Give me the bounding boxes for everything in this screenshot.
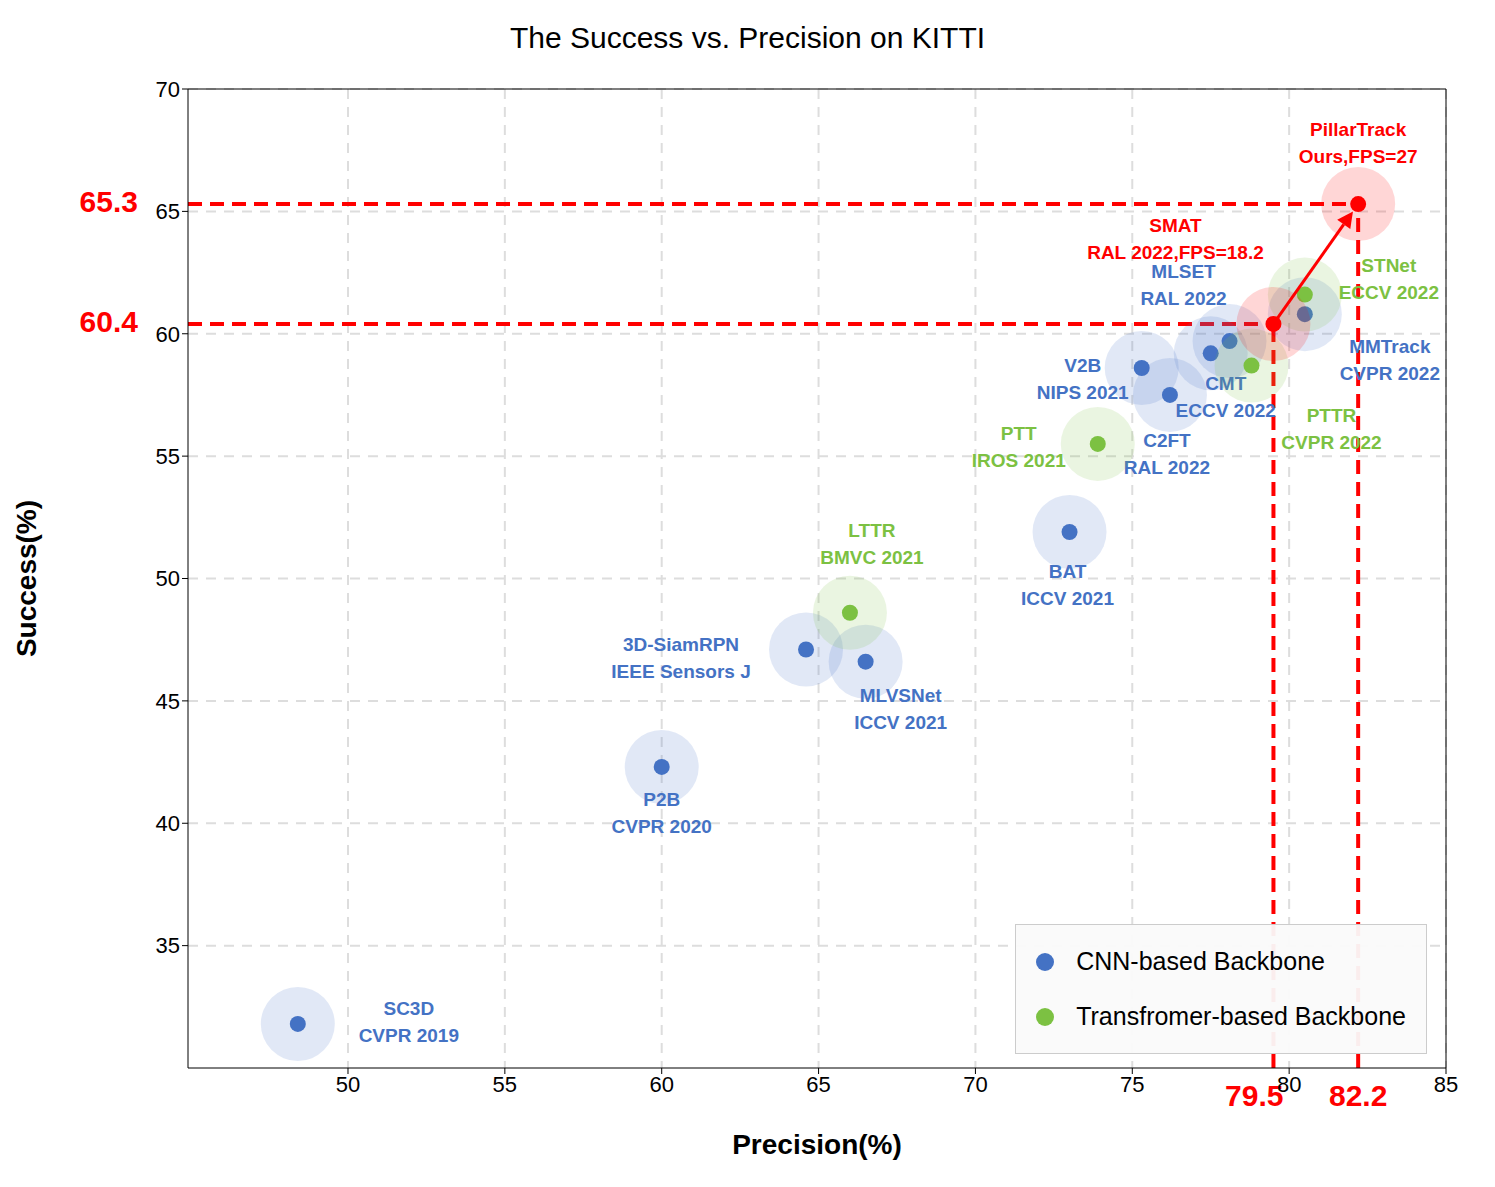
svg-text:40: 40 [156,811,180,836]
svg-text:Precision(%): Precision(%) [732,1129,902,1160]
svg-text:82.2: 82.2 [1329,1079,1387,1112]
svg-text:60: 60 [156,322,180,347]
svg-text:C2FT: C2FT [1143,430,1191,451]
svg-text:80: 80 [1277,1072,1301,1097]
svg-text:65.3: 65.3 [80,185,138,218]
svg-text:MLSET: MLSET [1151,261,1216,282]
svg-text:Ours,FPS=27: Ours,FPS=27 [1299,146,1418,167]
svg-text:50: 50 [156,566,180,591]
svg-text:IROS 2021: IROS 2021 [972,450,1066,471]
svg-text:35: 35 [156,933,180,958]
svg-text:PTT: PTT [1001,423,1037,444]
svg-text:55: 55 [493,1072,517,1097]
svg-text:75: 75 [1120,1072,1144,1097]
svg-text:RAL 2022,FPS=18.2: RAL 2022,FPS=18.2 [1087,242,1264,263]
svg-text:65: 65 [156,199,180,224]
svg-text:BMVC 2021: BMVC 2021 [820,547,924,568]
svg-text:Success(%): Success(%) [11,500,42,657]
svg-text:CVPR 2022: CVPR 2022 [1281,432,1381,453]
svg-text:RAL 2022: RAL 2022 [1124,457,1210,478]
svg-text:45: 45 [156,689,180,714]
svg-text:65: 65 [806,1072,830,1097]
svg-text:MLVSNet: MLVSNet [860,685,943,706]
svg-text:BAT: BAT [1049,561,1087,582]
svg-text:MMTrack: MMTrack [1349,336,1431,357]
svg-text:LTTR: LTTR [848,520,895,541]
svg-text:50: 50 [336,1072,360,1097]
svg-text:RAL 2022: RAL 2022 [1140,288,1226,309]
svg-text:70: 70 [963,1072,987,1097]
svg-text:79.5: 79.5 [1225,1079,1283,1112]
html-text:The Success vs. Precision on K: The Success vs. Precision on KITTI [509,21,986,54]
svg-text:ICCV 2021: ICCV 2021 [854,712,947,733]
svg-text:P2B: P2B [643,789,680,810]
svg-text:IEEE Sensors J: IEEE Sensors J [611,661,750,682]
svg-text:CVPR 2019: CVPR 2019 [359,1025,459,1046]
svg-text:ECCV 2022: ECCV 2022 [1176,400,1276,421]
svg-text:STNet: STNet [1361,255,1417,276]
svg-text:60: 60 [649,1072,673,1097]
svg-text:CVPR 2022: CVPR 2022 [1340,363,1440,384]
svg-text:3D-SiamRPN: 3D-SiamRPN [623,634,739,655]
svg-text:CVPR 2020: CVPR 2020 [612,816,712,837]
svg-text:70: 70 [156,77,180,102]
svg-text:60.4: 60.4 [80,305,139,338]
svg-text:55: 55 [156,444,180,469]
svg-text:PillarTrack: PillarTrack [1310,119,1407,140]
html-text:Transfromer-based Backbone: Transfromer-based Backbone [1076,1002,1406,1030]
svg-text:V2B: V2B [1064,355,1101,376]
svg-text:ECCV 2022: ECCV 2022 [1339,282,1439,303]
svg-text:85: 85 [1434,1072,1458,1097]
html-text:CNN-based Backbone: CNN-based Backbone [1076,947,1325,975]
svg-text:SMAT: SMAT [1149,215,1202,236]
svg-text:NIPS 2021: NIPS 2021 [1037,382,1129,403]
svg-text:ICCV 2021: ICCV 2021 [1021,588,1114,609]
svg-text:PTTR: PTTR [1307,405,1357,426]
svg-text:SC3D: SC3D [383,998,434,1019]
